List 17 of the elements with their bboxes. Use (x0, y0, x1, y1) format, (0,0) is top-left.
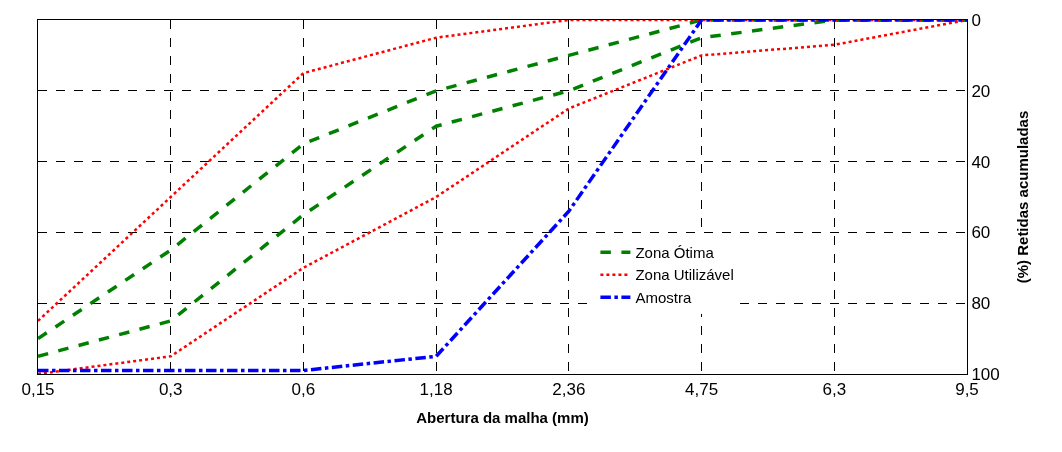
legend-label: Zona Ótima (635, 243, 715, 261)
x-tick-label: 0,15 (21, 380, 55, 400)
y-tick-label: 60 (971, 223, 991, 243)
x-tick-label: 6,3 (822, 380, 847, 400)
y-tick-label: 0 (971, 10, 981, 30)
legend-label: Amostra (635, 288, 692, 306)
y-tick-label: 40 (971, 152, 991, 172)
y-tick-label: 80 (971, 294, 991, 314)
y-tick-label: 20 (971, 81, 991, 101)
x-tick-label: 1,18 (419, 380, 453, 400)
x-tick-label: 0,3 (158, 380, 183, 400)
legend-label: Zona Utilizável (635, 266, 734, 284)
x-tick-label: 4,75 (685, 380, 719, 400)
x-axis-title: Abertura da malha (mm) (416, 409, 589, 427)
x-tick-label: 0,6 (291, 380, 316, 400)
x-tick-label: 2,36 (552, 380, 586, 400)
y-axis-title: (%) Retidas acumuladas (1013, 110, 1031, 284)
